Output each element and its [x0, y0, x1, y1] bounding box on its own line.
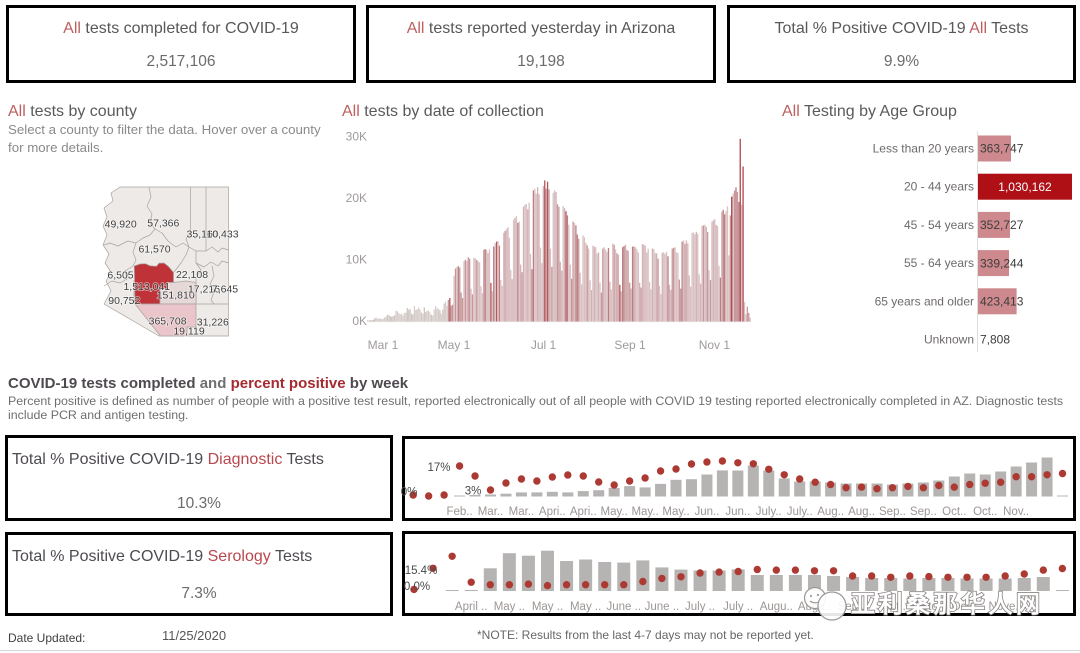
svg-text:Augu..: Augu.. [760, 601, 793, 613]
svg-text:0%: 0% [401, 487, 418, 499]
svg-text:10,433: 10,433 [206, 229, 238, 241]
svg-text:Oct..: Oct.. [973, 506, 997, 518]
svg-text:Unknown: Unknown [924, 333, 974, 347]
svg-text:Aug..: Aug.. [817, 506, 844, 518]
svg-text:352,727: 352,727 [980, 218, 1024, 232]
svg-text:Jun..: Jun.. [694, 506, 719, 518]
svg-text:April ..: April .. [455, 601, 488, 613]
svg-text:Jul 1: Jul 1 [531, 338, 557, 352]
svg-text:19,119: 19,119 [173, 326, 204, 338]
svg-text:49,920: 49,920 [105, 218, 137, 230]
svg-text:151,810: 151,810 [157, 290, 195, 302]
svg-text:45 - 54 years: 45 - 54 years [904, 218, 974, 232]
svg-text:20 - 44 years: 20 - 44 years [904, 180, 974, 194]
svg-text:Sept..: Sept.. [876, 601, 906, 613]
svg-text:Sep..: Sep.. [879, 506, 906, 518]
svg-text:Sep 1: Sep 1 [614, 338, 646, 352]
svg-text:July..: July.. [756, 506, 782, 518]
svg-text:1,513,041: 1,513,041 [123, 281, 170, 293]
svg-text:6,505: 6,505 [107, 270, 133, 282]
svg-text:90,752: 90,752 [108, 295, 140, 307]
svg-text:June ..: June .. [645, 601, 680, 613]
svg-text:May ..: May .. [532, 601, 563, 613]
svg-text:Apri..: Apri.. [539, 506, 566, 518]
svg-text:3%: 3% [465, 486, 482, 498]
svg-text:17%: 17% [427, 462, 450, 474]
svg-text:423,413: 423,413 [980, 295, 1024, 309]
svg-text:Mar..: Mar.. [478, 506, 504, 518]
svg-text:Jun..: Jun.. [725, 506, 750, 518]
svg-text:May ..: May .. [494, 601, 525, 613]
svg-text:June ..: June .. [607, 601, 642, 613]
svg-text:July ..: July .. [723, 601, 753, 613]
svg-text:Nov 1: Nov 1 [699, 338, 731, 352]
svg-text:10K: 10K [346, 253, 367, 267]
svg-text:Oct..: Oct.. [942, 506, 966, 518]
svg-text:20K: 20K [346, 191, 367, 205]
svg-text:15.4%: 15.4% [405, 565, 438, 577]
svg-text:7,645: 7,645 [212, 284, 238, 296]
svg-text:55 - 64 years: 55 - 64 years [904, 256, 974, 270]
svg-text:22,108: 22,108 [176, 269, 208, 281]
svg-text:Octo..: Octo.. [914, 601, 945, 613]
svg-text:57,366: 57,366 [147, 218, 179, 230]
svg-text:0K: 0K [352, 314, 367, 328]
svg-text:363,747: 363,747 [980, 142, 1024, 156]
svg-text:Sep..: Sep.. [910, 506, 937, 518]
svg-text:35,160: 35,160 [187, 229, 219, 241]
svg-text:May..: May.. [662, 506, 689, 518]
svg-text:May..: May.. [631, 506, 658, 518]
svg-text:Mar 1: Mar 1 [368, 338, 399, 352]
svg-text:339,244: 339,244 [980, 256, 1024, 270]
svg-text:May 1: May 1 [438, 338, 471, 352]
svg-text:65 years and older: 65 years and older [875, 294, 974, 308]
svg-text:Mar..: Mar.. [509, 506, 535, 518]
svg-text:7,808: 7,808 [980, 333, 1010, 347]
svg-text:Nove..: Nove.. [989, 601, 1022, 613]
svg-text:Less than 20 years: Less than 20 years [873, 142, 974, 156]
svg-text:0.0%: 0.0% [404, 581, 430, 593]
svg-text:Octo..: Octo.. [952, 601, 983, 613]
svg-text:30K: 30K [346, 130, 367, 144]
svg-text:61,570: 61,570 [138, 244, 170, 256]
svg-text:May ..: May .. [570, 601, 601, 613]
svg-text:31,226: 31,226 [197, 316, 229, 328]
svg-text:亚利桑那华人网: 亚利桑那华人网 [851, 590, 1044, 618]
svg-text:July..: July.. [787, 506, 813, 518]
svg-text:Apri..: Apri.. [570, 506, 597, 518]
svg-text:Nov..: Nov.. [1003, 506, 1029, 518]
svg-text:1,030,162: 1,030,162 [998, 180, 1052, 194]
svg-text:365,708: 365,708 [149, 316, 187, 328]
svg-text:17,216: 17,216 [188, 284, 220, 296]
svg-text:July ..: July .. [685, 601, 715, 613]
svg-text:Aug..: Aug.. [848, 506, 875, 518]
svg-text:Feb..: Feb.. [446, 506, 472, 518]
svg-text:May..: May.. [601, 506, 628, 518]
